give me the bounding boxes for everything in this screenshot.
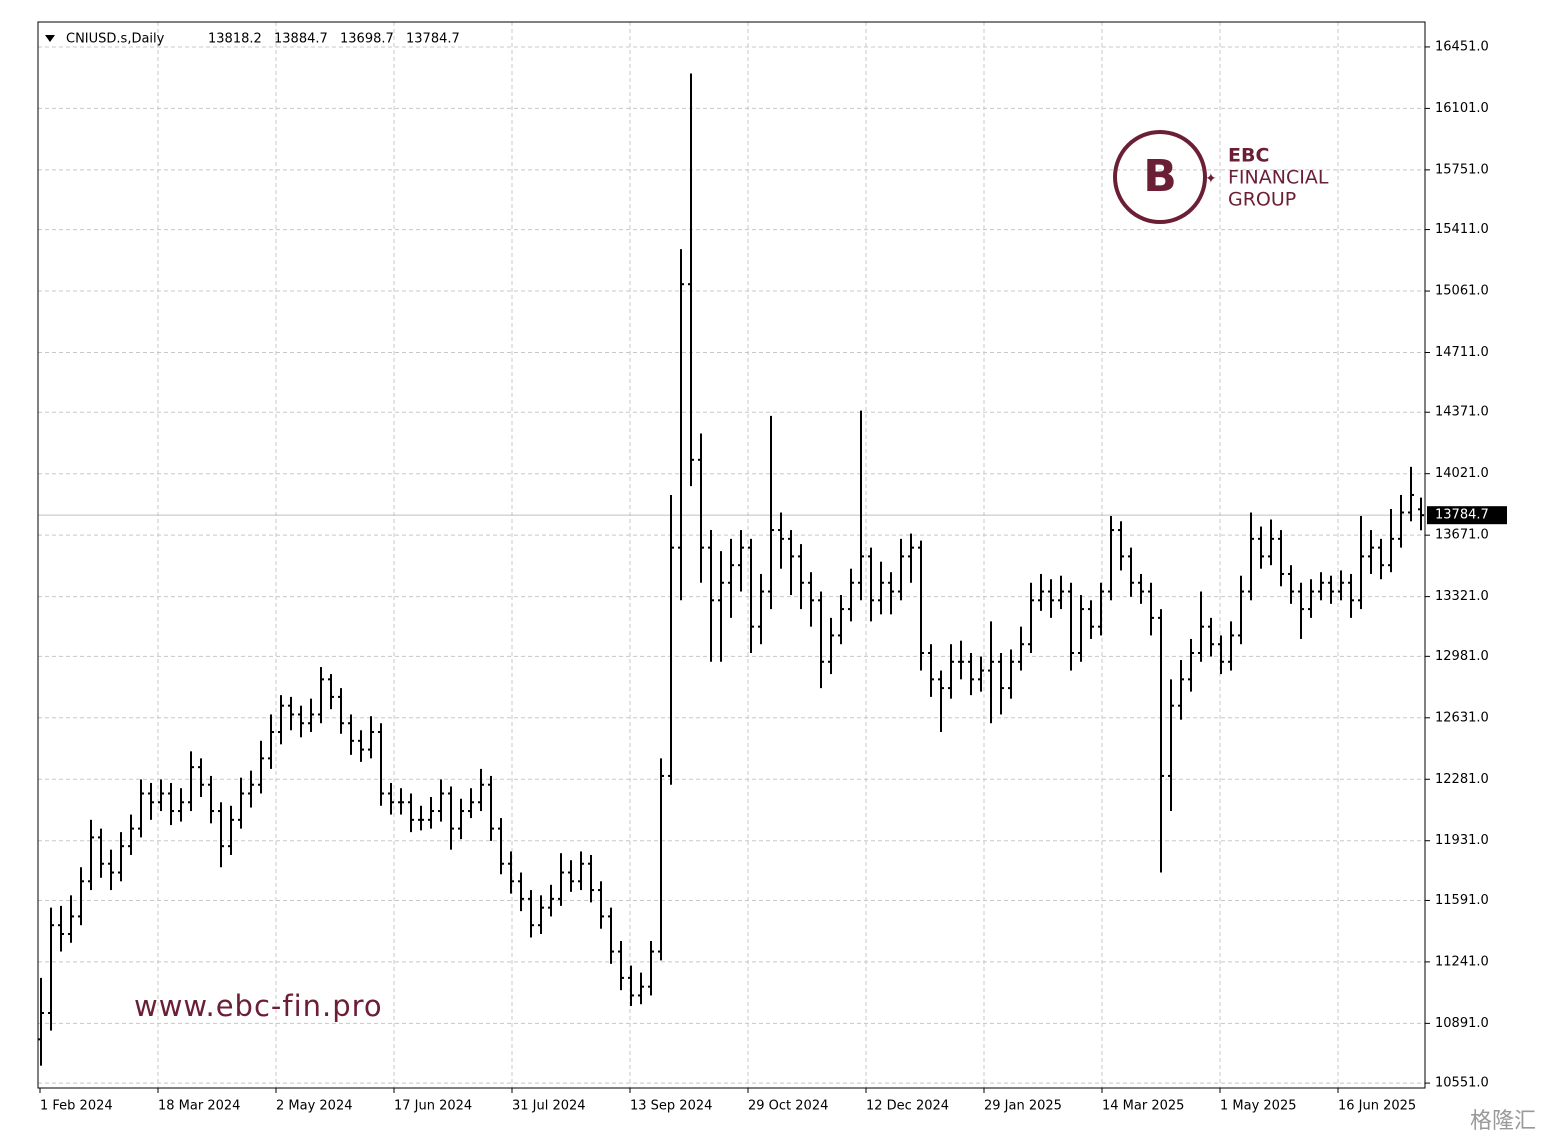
- y-tick-label: 13671.0: [1435, 528, 1489, 543]
- logo-ring: [1113, 130, 1207, 224]
- price-box: [1427, 506, 1507, 525]
- x-tick-label: 12 Dec 2024: [866, 1099, 949, 1114]
- logo-star: ✦: [1205, 171, 1217, 187]
- x-tick-label: 13 Sep 2024: [630, 1099, 712, 1114]
- logo-line2: FINANCIAL: [1228, 167, 1329, 189]
- y-tick-label: 16101.0: [1435, 101, 1489, 116]
- header-value: 13698.7: [340, 32, 394, 47]
- y-tick-label: 14711.0: [1435, 345, 1489, 360]
- x-tick-label: 2 May 2024: [276, 1099, 353, 1114]
- menu-arrow: [45, 35, 55, 42]
- logo-line3: GROUP: [1228, 189, 1296, 211]
- y-tick-label: 12281.0: [1435, 772, 1489, 787]
- x-tick-label: 17 Jun 2024: [394, 1099, 472, 1114]
- logo-line1: EBC: [1228, 145, 1269, 167]
- x-tick-label: 16 Jun 2025: [1338, 1099, 1416, 1114]
- x-tick-label: 29 Jan 2025: [984, 1099, 1062, 1114]
- header-value: 13784.7: [406, 32, 460, 47]
- y-tick-label: 15751.0: [1435, 162, 1489, 177]
- y-tick-label: 15411.0: [1435, 222, 1489, 237]
- y-tick-label: 11591.0: [1435, 893, 1489, 908]
- price-label: 13784.7: [1435, 508, 1489, 523]
- logo: B ✦ EBC FINANCIAL GROUP: [1113, 130, 1329, 224]
- logo-icon: B: [1143, 151, 1177, 202]
- x-tick-label: 14 Mar 2025: [1102, 1099, 1184, 1114]
- y-tick-label: 12981.0: [1435, 649, 1489, 664]
- x-tick-label: 1 Feb 2024: [40, 1099, 113, 1114]
- y-tick-label: 13321.0: [1435, 589, 1489, 604]
- plot-frame: [37, 21, 1426, 1089]
- y-tick-label: 11931.0: [1435, 833, 1489, 848]
- y-tick-label: 16451.0: [1435, 39, 1489, 54]
- y-tick-label: 14371.0: [1435, 405, 1489, 420]
- symbol-title: CNIUSD.s,Daily: [66, 32, 165, 47]
- x-tick-label: 18 Mar 2024: [158, 1099, 240, 1114]
- x-tick-label: 29 Oct 2024: [748, 1099, 828, 1114]
- corner-mark: 格隆汇: [1470, 1109, 1536, 1134]
- header-value: 13818.2: [208, 32, 262, 47]
- y-tick-label: 15061.0: [1435, 284, 1489, 299]
- y-tick-label: 11241.0: [1435, 954, 1489, 969]
- y-tick-label: 12631.0: [1435, 710, 1489, 725]
- watermark: www.ebc-fin.pro: [134, 989, 383, 1023]
- bars: [38, 73, 1424, 1066]
- x-tick-label: 1 May 2025: [1220, 1099, 1297, 1114]
- x-tick-label: 31 Jul 2024: [512, 1099, 586, 1114]
- header-value: 13884.7: [274, 32, 328, 47]
- y-tick-label: 10551.0: [1435, 1076, 1489, 1091]
- y-tick-label: 10891.0: [1435, 1016, 1489, 1031]
- y-tick-label: 14021.0: [1435, 466, 1489, 481]
